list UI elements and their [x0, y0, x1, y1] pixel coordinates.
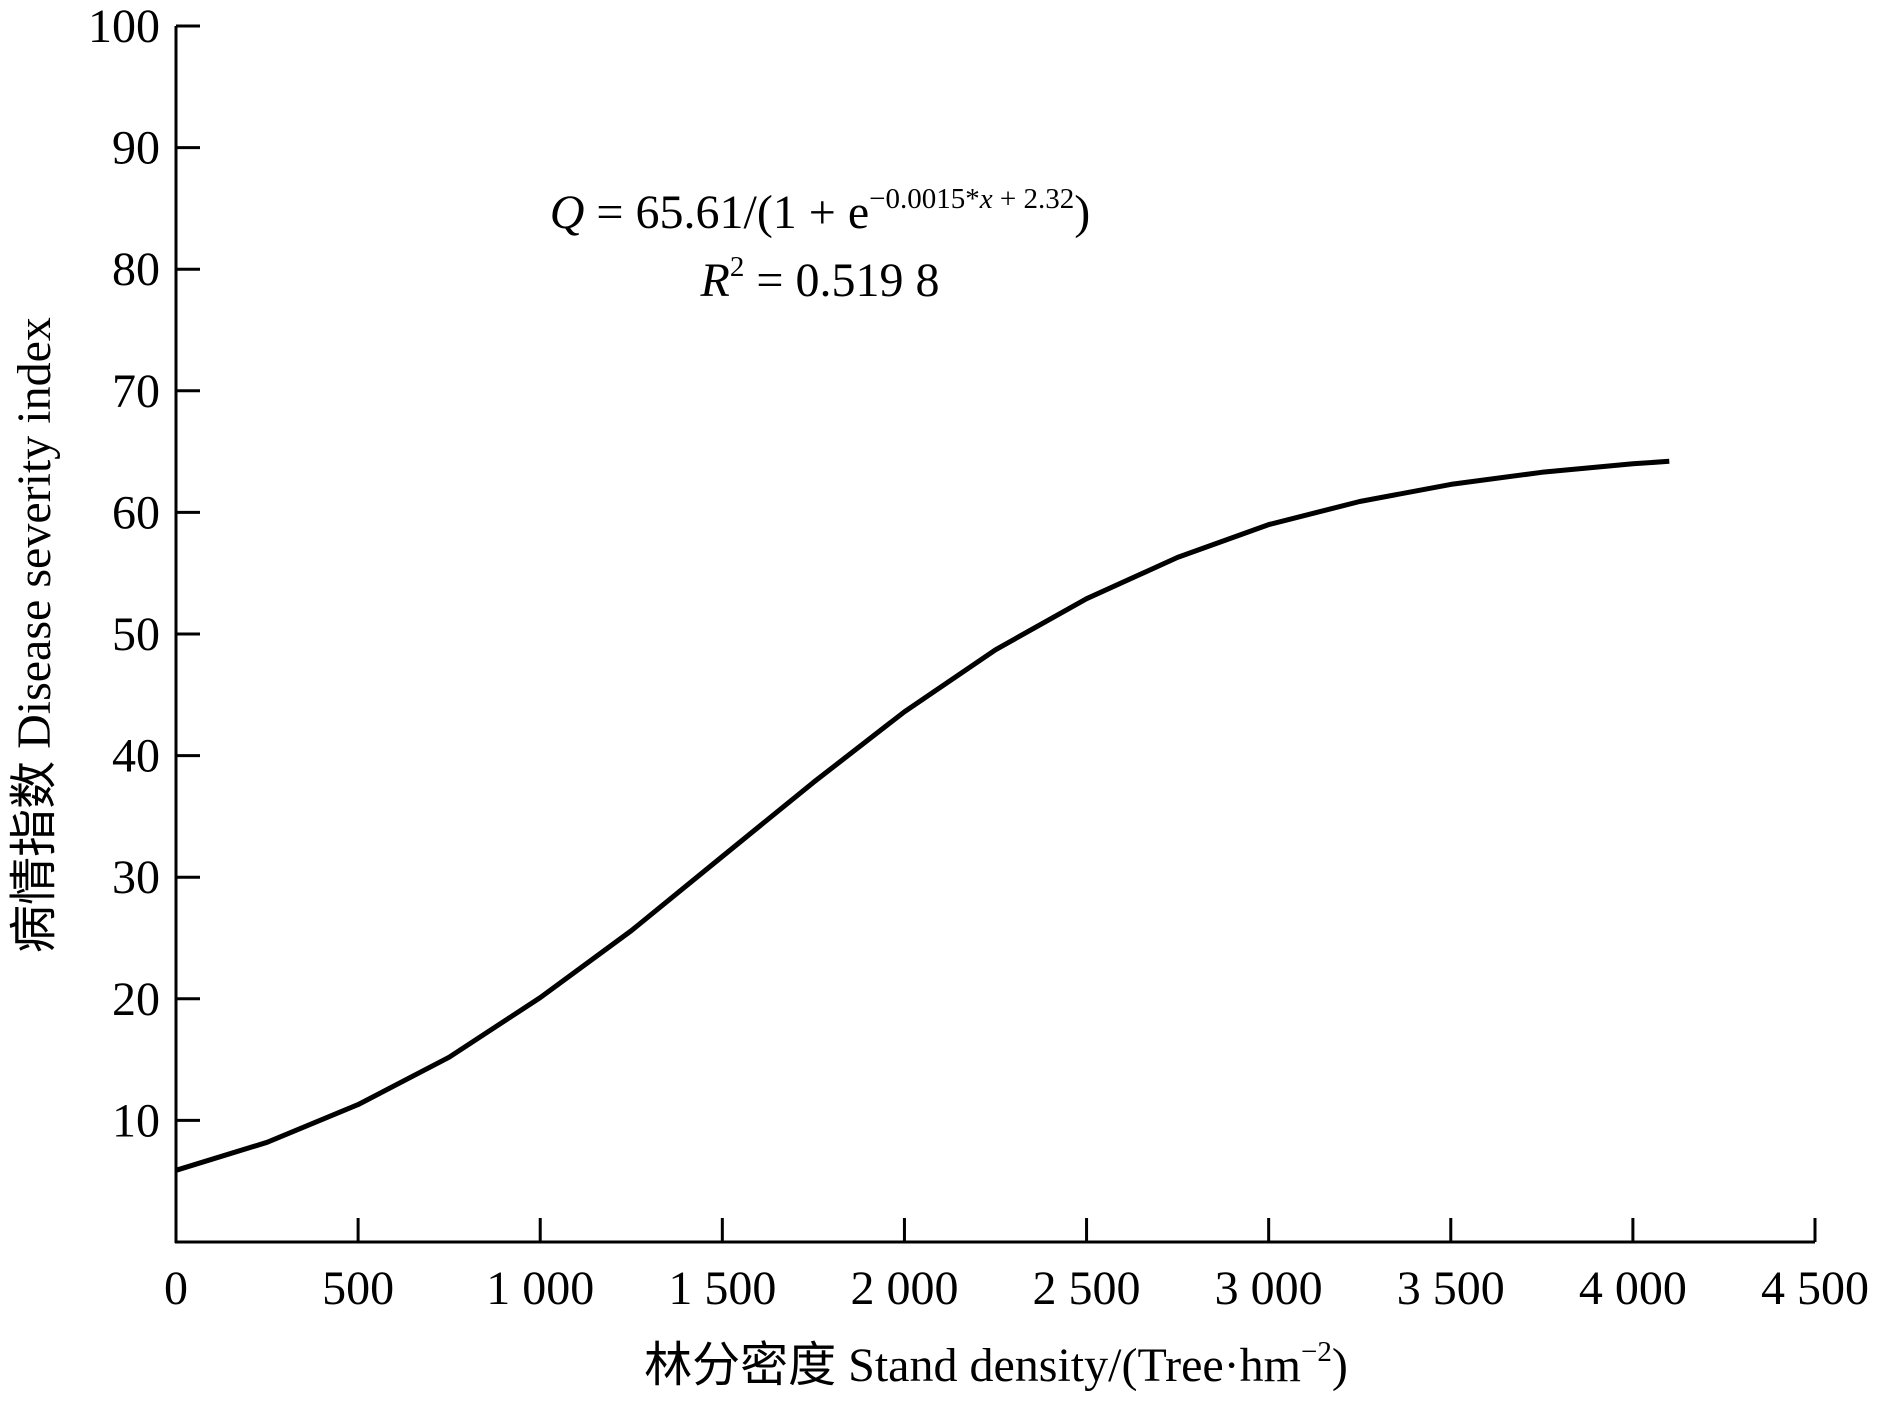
y-tick-label: 100: [88, 0, 160, 53]
x-tick-label: 3 000: [1215, 1262, 1323, 1315]
y-tick-label: 10: [112, 1094, 160, 1147]
r-squared-part: R: [700, 254, 730, 307]
y-tick-label: 50: [112, 608, 160, 661]
x-tick-label: 3 500: [1397, 1262, 1505, 1315]
equation-part: x: [979, 183, 993, 215]
x-tick-label: 1 000: [486, 1262, 594, 1315]
x-tick-label: 1 500: [668, 1262, 776, 1315]
y-tick-label: 40: [112, 730, 160, 783]
equation-part: = 65.61/(1 + e: [584, 186, 869, 239]
curve: [175, 458, 1670, 1173]
y-tick-label: 30: [112, 851, 160, 904]
y-tick-label: 70: [112, 365, 160, 418]
equation: Q = 65.61/(1 + e−0.0015*x + 2.32): [550, 183, 1091, 239]
x-axis-label: 林分密度 Stand density/(Tree·hm−2): [644, 1336, 1348, 1392]
equation-part: + 2.32: [993, 183, 1075, 215]
x-axis-label-part: 林分密度 Stand density/(Tree·hm: [644, 1339, 1301, 1392]
r-squared-part: = 0.519 8: [744, 254, 939, 307]
y-tick-label: 80: [112, 243, 160, 296]
x-tick-label: 4 000: [1579, 1262, 1687, 1315]
x-axis-label-part: ): [1332, 1339, 1348, 1392]
y-tick-label: 90: [112, 122, 160, 175]
y-tick-label: 60: [112, 486, 160, 539]
r-squared: R2 = 0.519 8: [700, 251, 940, 307]
x-tick-label: 500: [322, 1262, 394, 1315]
r-squared-part: 2: [730, 251, 745, 283]
x-tick-label: 2 000: [850, 1262, 958, 1315]
equation-part: ): [1074, 186, 1090, 239]
x-axis-label-part: −2: [1301, 1336, 1332, 1368]
x-tick-label: 0: [164, 1262, 188, 1315]
equation-part: −0.0015*: [869, 183, 980, 215]
y-tick-label: 20: [112, 973, 160, 1026]
y-axis-label: 病情指数 Disease severity index: [8, 317, 61, 953]
x-tick-label: 2 500: [1033, 1262, 1141, 1315]
equation-part: Q: [550, 186, 585, 239]
x-tick-label: 4 500: [1761, 1262, 1869, 1315]
